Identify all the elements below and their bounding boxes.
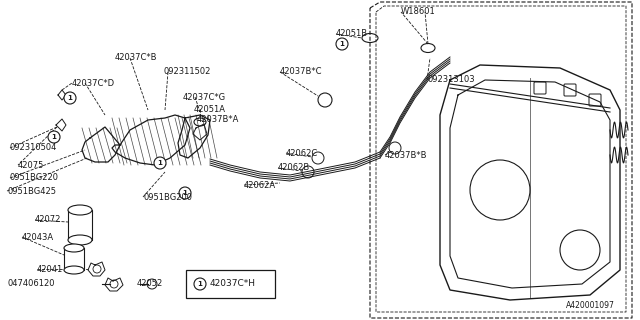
Text: 42051A: 42051A xyxy=(194,105,226,114)
Polygon shape xyxy=(82,127,120,162)
Text: 092311502: 092311502 xyxy=(163,68,211,76)
Text: 0951BG200: 0951BG200 xyxy=(143,193,192,202)
Ellipse shape xyxy=(64,266,84,274)
Text: 047406120: 047406120 xyxy=(8,279,56,289)
Text: 0951BG425: 0951BG425 xyxy=(7,187,56,196)
Text: 42037C*D: 42037C*D xyxy=(72,78,115,87)
Polygon shape xyxy=(178,115,210,158)
Text: 42062A: 42062A xyxy=(244,180,276,189)
Text: 1: 1 xyxy=(340,41,344,47)
Text: 42062B: 42062B xyxy=(278,164,310,172)
Text: 42062C: 42062C xyxy=(286,148,318,157)
Circle shape xyxy=(194,278,206,290)
Circle shape xyxy=(48,131,60,143)
Text: 42051B: 42051B xyxy=(336,29,368,38)
Text: 42037C*B: 42037C*B xyxy=(115,53,157,62)
Circle shape xyxy=(154,157,166,169)
Text: 42037B*B: 42037B*B xyxy=(385,150,428,159)
Text: 1: 1 xyxy=(68,95,72,101)
Text: 42037C*H: 42037C*H xyxy=(210,279,256,289)
Polygon shape xyxy=(440,65,620,300)
Circle shape xyxy=(64,92,76,104)
Ellipse shape xyxy=(68,235,92,245)
Polygon shape xyxy=(68,210,92,240)
Text: A420001097: A420001097 xyxy=(566,301,615,310)
Circle shape xyxy=(179,187,191,199)
Ellipse shape xyxy=(64,244,84,252)
Text: 0951BG220: 0951BG220 xyxy=(10,173,59,182)
Circle shape xyxy=(336,38,348,50)
Text: 42072: 42072 xyxy=(35,215,61,225)
Polygon shape xyxy=(112,115,190,165)
Text: 42037B*A: 42037B*A xyxy=(197,116,239,124)
Ellipse shape xyxy=(68,205,92,215)
Text: 1: 1 xyxy=(157,160,163,166)
Text: 1: 1 xyxy=(182,190,188,196)
Text: 42037B*C: 42037B*C xyxy=(280,68,323,76)
Text: 42052: 42052 xyxy=(137,279,163,289)
Text: 42043A: 42043A xyxy=(22,233,54,242)
Text: 42041: 42041 xyxy=(37,265,63,274)
Text: 1: 1 xyxy=(198,281,202,287)
Text: 42075: 42075 xyxy=(18,161,44,170)
Text: 092313103: 092313103 xyxy=(427,76,475,84)
Text: 42037C*G: 42037C*G xyxy=(183,92,226,101)
Polygon shape xyxy=(64,248,84,270)
Text: W18601: W18601 xyxy=(401,7,436,17)
Text: 092310504: 092310504 xyxy=(10,143,58,153)
Text: 1: 1 xyxy=(52,134,56,140)
